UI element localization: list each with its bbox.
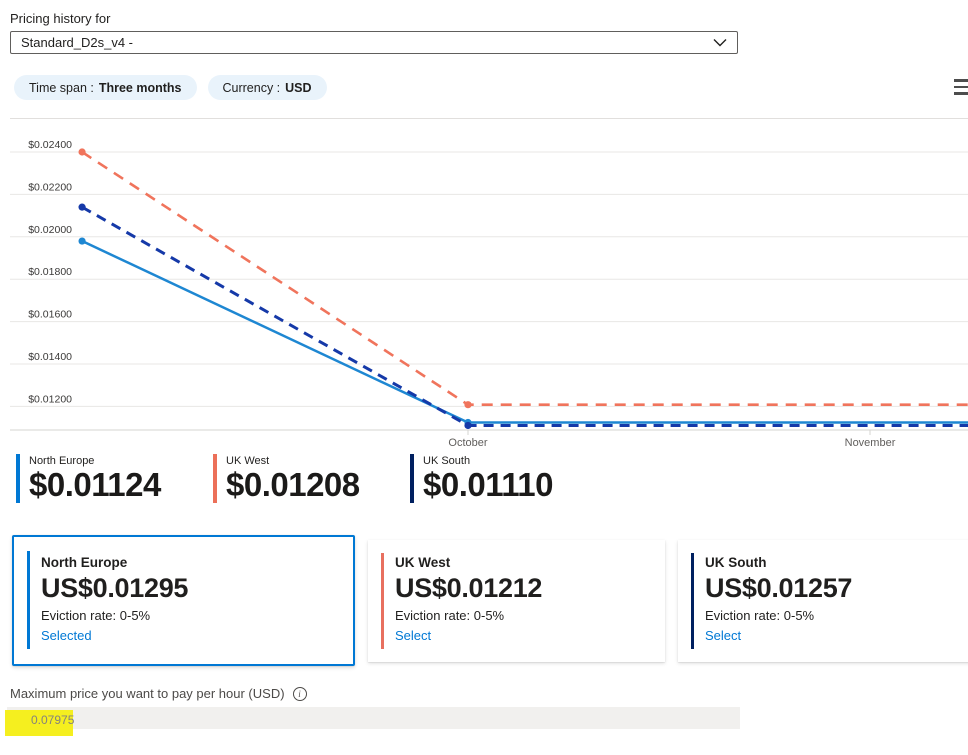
- divider-line: [10, 118, 968, 119]
- chart-legend: North Europe $0.01124 UK West $0.01208 U…: [16, 454, 607, 503]
- menu-bar: [954, 79, 968, 82]
- card-accent-bar: [381, 553, 384, 649]
- legend-name: North Europe: [29, 455, 95, 467]
- x-tick-label: October: [448, 437, 487, 449]
- y-tick-label: $0.01400: [28, 351, 72, 363]
- time-span-pill[interactable]: Time span : Three months: [14, 75, 197, 100]
- time-span-label: Time span :: [29, 80, 94, 95]
- series-line-north-europe: [81, 239, 968, 424]
- menu-bar: [954, 85, 968, 89]
- max-price-input[interactable]: 0.07975: [5, 707, 740, 736]
- legend-price: $0.01124: [29, 466, 161, 503]
- data-point-marker: [464, 421, 472, 430]
- pricing-history-label: Pricing history for: [10, 11, 111, 26]
- vm-size-dropdown[interactable]: Standard_D2s_v4 -: [10, 31, 738, 54]
- x-tick-label: November: [845, 437, 896, 449]
- currency-pill[interactable]: Currency : USD: [207, 75, 327, 100]
- data-point-marker: [464, 401, 472, 409]
- y-tick-label: $0.02400: [28, 139, 72, 151]
- y-tick-label: $0.01200: [28, 393, 72, 405]
- currency-value: USD: [285, 80, 312, 95]
- legend-item-uk-west[interactable]: UK West $0.01208: [213, 454, 410, 503]
- card-region: North Europe: [41, 555, 128, 570]
- info-icon[interactable]: i: [292, 686, 307, 701]
- legend-item-north-europe[interactable]: North Europe $0.01124: [16, 454, 213, 503]
- legend-color-bar: [16, 454, 20, 503]
- card-eviction-rate: Eviction rate: 0-5%: [705, 608, 815, 623]
- legend-color-bar: [410, 454, 414, 503]
- data-point-marker: [78, 148, 86, 156]
- legend-price: $0.01110: [423, 466, 554, 503]
- chevron-down-icon: [713, 39, 727, 47]
- max-price-label: Maximum price you want to pay per hour (…: [10, 686, 285, 701]
- legend-price: $0.01208: [226, 466, 360, 503]
- menu-bar: [954, 92, 968, 95]
- filter-pills: Time span : Three months Currency : USD: [14, 75, 327, 100]
- card-uk-south[interactable]: UK South US$0.01257 Eviction rate: 0-5% …: [678, 540, 968, 662]
- time-span-value: Three months: [98, 80, 182, 95]
- card-price: US$0.01212: [395, 573, 543, 603]
- y-tick-label: $0.01600: [28, 309, 72, 321]
- max-price-value-highlighted: 0.07975: [5, 710, 74, 736]
- data-point-marker: [78, 203, 86, 211]
- card-price: US$0.01257: [705, 573, 853, 603]
- card-uk-west[interactable]: UK West US$0.01212 Eviction rate: 0-5% S…: [368, 540, 665, 662]
- vm-size-dropdown-value: Standard_D2s_v4 -: [21, 35, 134, 50]
- legend-name: UK West: [226, 455, 270, 467]
- card-region: UK South: [705, 555, 767, 570]
- card-accent-bar: [27, 551, 30, 649]
- legend-name: UK South: [423, 455, 471, 467]
- legend-color-bar: [213, 454, 217, 503]
- select-link[interactable]: Select: [395, 628, 432, 643]
- region-cards: North Europe US$0.01295 Eviction rate: 0…: [12, 535, 968, 666]
- pricing-chart: $0.02400 $0.02200 $0.02000 $0.01800 $0.01600…: [10, 139, 968, 449]
- y-tick-label: $0.01800: [28, 266, 72, 278]
- chart-menu-icon[interactable]: [954, 79, 968, 99]
- data-point-marker: [78, 237, 86, 245]
- card-region: UK West: [395, 555, 451, 570]
- y-tick-label: $0.02200: [28, 181, 72, 193]
- max-price-label-row: Maximum price you want to pay per hour (…: [10, 686, 307, 701]
- select-link[interactable]: Select: [705, 628, 742, 643]
- currency-label: Currency :: [222, 80, 281, 95]
- card-price: US$0.01295: [41, 573, 189, 603]
- card-eviction-rate: Eviction rate: 0-5%: [395, 608, 505, 623]
- card-north-europe[interactable]: North Europe US$0.01295 Eviction rate: 0…: [12, 535, 355, 666]
- series-line-uk-west: [81, 150, 968, 407]
- card-eviction-rate: Eviction rate: 0-5%: [41, 608, 151, 623]
- selected-link[interactable]: Selected: [41, 628, 92, 643]
- y-tick-label: $0.02000: [28, 224, 72, 236]
- card-accent-bar: [691, 553, 694, 649]
- legend-item-uk-south[interactable]: UK South $0.01110: [410, 454, 607, 503]
